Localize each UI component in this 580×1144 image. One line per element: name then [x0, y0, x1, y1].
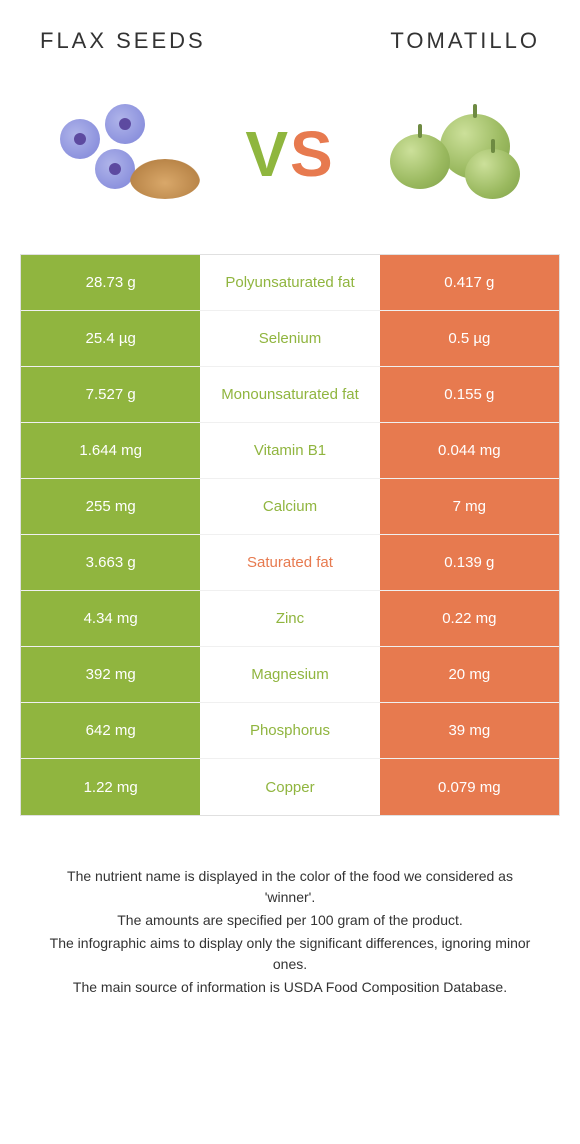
table-row: 255 mgCalcium7 mg: [21, 479, 559, 535]
vs-label: VS: [245, 117, 334, 191]
table-row: 25.4 µgSelenium0.5 µg: [21, 311, 559, 367]
table-row: 392 mgMagnesium20 mg: [21, 647, 559, 703]
right-value-cell: 0.155 g: [380, 367, 559, 422]
left-value-cell: 1.22 mg: [21, 759, 200, 815]
right-value-cell: 0.139 g: [380, 535, 559, 590]
nutrient-label-cell: Selenium: [200, 311, 379, 366]
left-value-cell: 392 mg: [21, 647, 200, 702]
table-row: 3.663 gSaturated fat0.139 g: [21, 535, 559, 591]
footnote-line: The main source of information is USDA F…: [40, 977, 540, 998]
left-value-cell: 255 mg: [21, 479, 200, 534]
nutrient-label-cell: Monounsaturated fat: [200, 367, 379, 422]
title-row: Flax seeds Tomatillo: [0, 0, 580, 64]
tomatillo-image: [370, 94, 540, 214]
table-row: 7.527 gMonounsaturated fat0.155 g: [21, 367, 559, 423]
left-value-cell: 28.73 g: [21, 255, 200, 310]
footnotes: The nutrient name is displayed in the co…: [40, 866, 540, 998]
nutrient-label-cell: Zinc: [200, 591, 379, 646]
footnote-line: The infographic aims to display only the…: [40, 933, 540, 975]
nutrient-label-cell: Calcium: [200, 479, 379, 534]
right-value-cell: 0.044 mg: [380, 423, 559, 478]
footnote-line: The nutrient name is displayed in the co…: [40, 866, 540, 908]
vs-v: V: [245, 118, 290, 190]
table-row: 1.22 mgCopper0.079 mg: [21, 759, 559, 815]
footnote-line: The amounts are specified per 100 gram o…: [40, 910, 540, 931]
comparison-table: 28.73 gPolyunsaturated fat0.417 g25.4 µg…: [20, 254, 560, 816]
right-value-cell: 0.079 mg: [380, 759, 559, 815]
nutrient-label-cell: Saturated fat: [200, 535, 379, 590]
nutrient-label-cell: Copper: [200, 759, 379, 815]
table-row: 28.73 gPolyunsaturated fat0.417 g: [21, 255, 559, 311]
nutrient-label-cell: Vitamin B1: [200, 423, 379, 478]
table-row: 1.644 mgVitamin B10.044 mg: [21, 423, 559, 479]
right-value-cell: 39 mg: [380, 703, 559, 758]
right-value-cell: 0.417 g: [380, 255, 559, 310]
hero-row: VS: [0, 64, 580, 254]
left-value-cell: 25.4 µg: [21, 311, 200, 366]
left-value-cell: 3.663 g: [21, 535, 200, 590]
right-value-cell: 0.5 µg: [380, 311, 559, 366]
flax-image: [40, 94, 210, 214]
left-value-cell: 1.644 mg: [21, 423, 200, 478]
right-value-cell: 7 mg: [380, 479, 559, 534]
right-value-cell: 20 mg: [380, 647, 559, 702]
nutrient-label-cell: Magnesium: [200, 647, 379, 702]
vs-s: S: [290, 118, 335, 190]
left-value-cell: 7.527 g: [21, 367, 200, 422]
right-food-title: Tomatillo: [390, 28, 540, 54]
table-row: 642 mgPhosphorus39 mg: [21, 703, 559, 759]
left-value-cell: 4.34 mg: [21, 591, 200, 646]
nutrient-label-cell: Polyunsaturated fat: [200, 255, 379, 310]
nutrient-label-cell: Phosphorus: [200, 703, 379, 758]
table-row: 4.34 mgZinc0.22 mg: [21, 591, 559, 647]
left-food-title: Flax seeds: [40, 28, 206, 54]
right-value-cell: 0.22 mg: [380, 591, 559, 646]
left-value-cell: 642 mg: [21, 703, 200, 758]
